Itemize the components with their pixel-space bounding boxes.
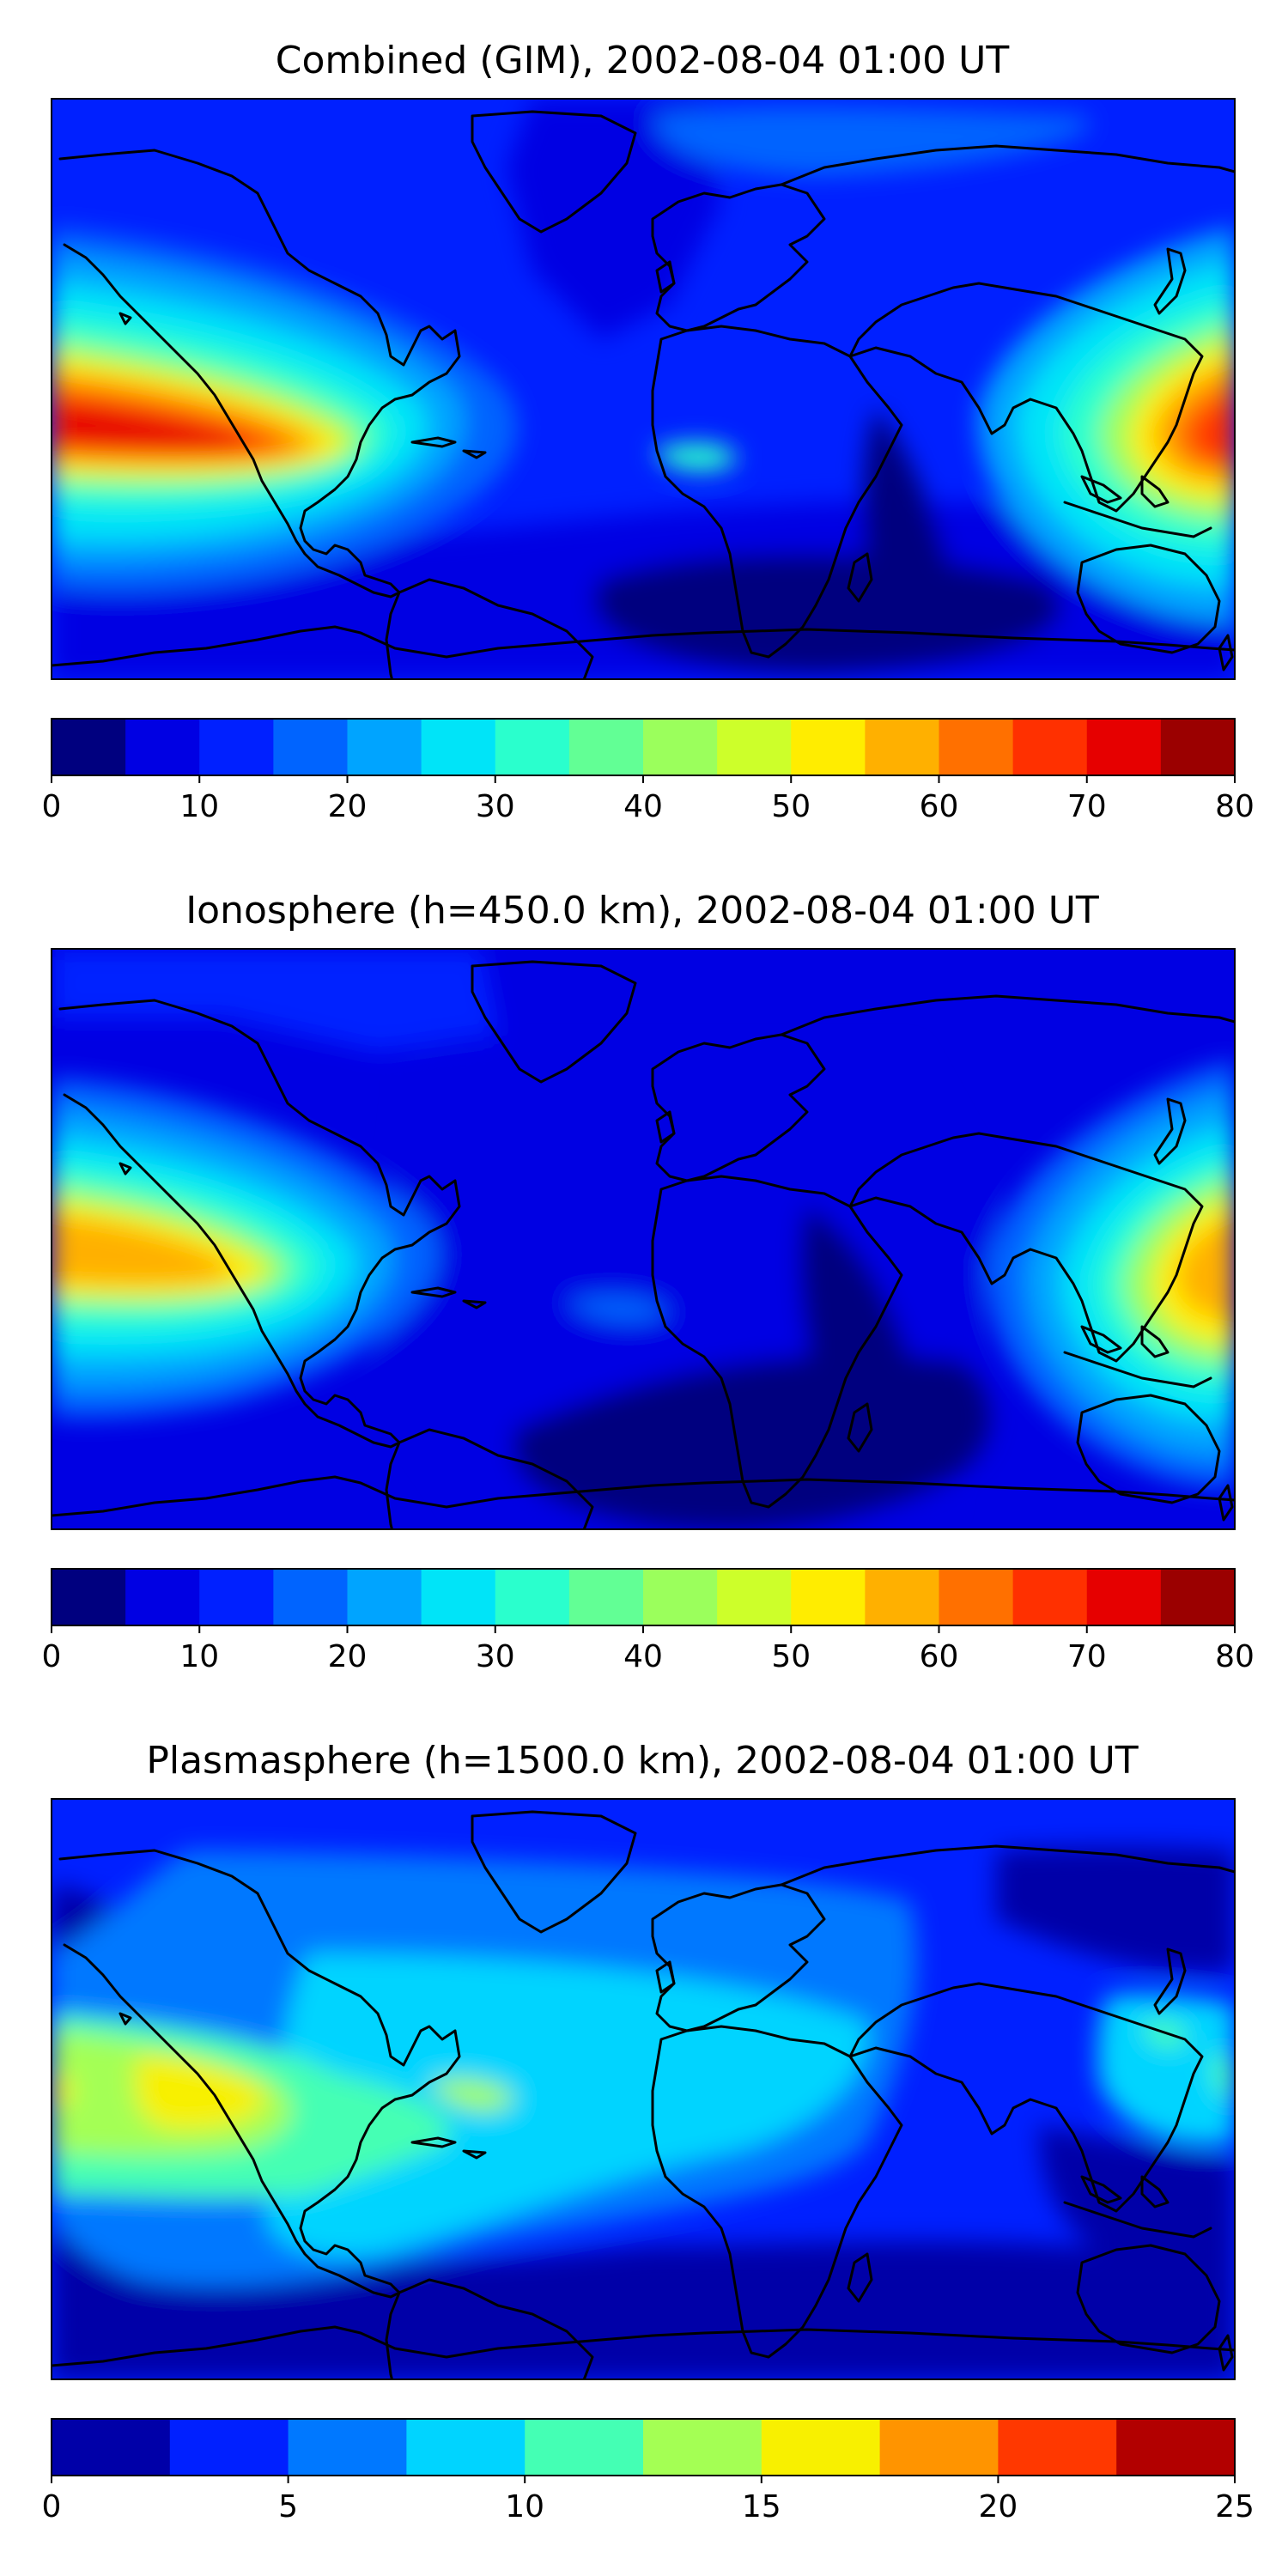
panel-title: Plasmasphere (h=1500.0 km), 2002-08-04 0…	[146, 1739, 1138, 1783]
colorbar-cell	[1160, 719, 1236, 775]
colorbar-cell	[347, 719, 422, 775]
colorbar-tick-label: 20	[328, 789, 368, 824]
colorbar-tick-label: 40	[623, 789, 663, 824]
colorbar-frame	[51, 2418, 1236, 2476]
colorbar-tick-label: 40	[623, 1639, 663, 1674]
colorbar-cell	[199, 719, 274, 775]
panel-title: Ionosphere (h=450.0 km), 2002-08-04 01:0…	[185, 889, 1099, 933]
colorbar-cell	[998, 2419, 1117, 2476]
contour-field	[52, 1799, 1235, 2379]
panel-ionosphere: Ionosphere (h=450.0 km), 2002-08-04 01:0…	[42, 889, 1255, 1674]
colorbar-cells	[52, 2419, 1236, 2476]
contour-field	[52, 949, 1235, 1529]
colorbar-cell	[1012, 719, 1088, 775]
colorbar-tick-label: 30	[476, 1639, 515, 1674]
colorbar-cell	[421, 1569, 496, 1625]
colorbar-cell	[199, 1569, 274, 1625]
colorbar-tick-label: 20	[328, 1639, 368, 1674]
map-frame	[51, 1798, 1236, 2380]
colorbar-cell	[1160, 1569, 1236, 1625]
colorbar: 0 10 20 30 40 50 60 70 80	[42, 1568, 1255, 1674]
colorbar-tick-label: 10	[179, 789, 219, 824]
colorbar-cell	[1086, 1569, 1162, 1625]
colorbar-ticks: 0 10 20 30 40 50 60 70 80	[42, 775, 1255, 824]
colorbar-cell	[865, 719, 940, 775]
colorbar-cell	[791, 719, 866, 775]
tec-map	[51, 98, 1236, 680]
colorbar-cell	[52, 2419, 171, 2476]
colorbar-cell	[288, 2419, 407, 2476]
colorbar-tick-label: 70	[1067, 1639, 1107, 1674]
colorbar-tick-label: 25	[1215, 2489, 1255, 2524]
colorbar-cell	[273, 719, 349, 775]
colorbar-cell	[939, 719, 1014, 775]
colorbar-cell	[717, 719, 792, 775]
colorbar-tick-label: 80	[1215, 1639, 1255, 1674]
colorbar-cell	[568, 719, 644, 775]
colorbar-tick-label: 60	[920, 1639, 959, 1674]
colorbar-tick-label: 15	[742, 2489, 781, 2524]
colorbar-tick-label: 80	[1215, 789, 1255, 824]
colorbar-cell	[406, 2419, 526, 2476]
colorbar-cell	[495, 1569, 570, 1625]
colorbar-cell	[273, 1569, 349, 1625]
colorbar-tick-label: 50	[771, 1639, 811, 1674]
tec-map	[51, 1798, 1236, 2380]
colorbar-tick-label: 50	[771, 789, 811, 824]
colorbar-tick-label: 5	[278, 2489, 298, 2524]
colorbar-cell	[169, 2419, 289, 2476]
colorbar-cell	[643, 2419, 762, 2476]
colorbar-cell	[568, 1569, 644, 1625]
colorbar-cell	[761, 2419, 881, 2476]
colorbar-cell	[125, 1569, 200, 1625]
colorbar-cells	[52, 1569, 1236, 1625]
colorbar-cell	[421, 719, 496, 775]
colorbar-cell	[125, 719, 200, 775]
colorbar-tick-label: 20	[978, 2489, 1018, 2524]
colorbar-cell	[525, 2419, 644, 2476]
colorbar-tick-label: 10	[505, 2489, 544, 2524]
colorbar: 0 10 20 30 40 50 60 70 80	[42, 718, 1255, 824]
map-frame	[51, 98, 1236, 680]
colorbar-cell	[52, 719, 126, 775]
colorbar-cell	[939, 1569, 1014, 1625]
colorbar-tick-label: 0	[42, 2489, 62, 2524]
panel-plasmasphere: Plasmasphere (h=1500.0 km), 2002-08-04 0…	[42, 1739, 1255, 2524]
colorbar-ticks: 0 10 20 30 40 50 60 70 80	[42, 1625, 1255, 1674]
contour-field	[52, 99, 1235, 679]
colorbar-cell	[643, 719, 718, 775]
map-frame	[51, 948, 1236, 1530]
panel-title: Combined (GIM), 2002-08-04 01:00 UT	[276, 39, 1010, 82]
tec-map	[51, 948, 1236, 1530]
colorbar-cell	[495, 719, 570, 775]
colorbar-cell	[1116, 2419, 1236, 2476]
colorbar-cells	[52, 719, 1236, 775]
colorbar-cell	[717, 1569, 792, 1625]
colorbar-tick-label: 30	[476, 789, 515, 824]
colorbar-cell	[879, 2419, 999, 2476]
colorbar-cell	[865, 1569, 940, 1625]
colorbar-cell	[643, 1569, 718, 1625]
colorbar-tick-label: 0	[42, 1639, 62, 1674]
colorbar-cell	[791, 1569, 866, 1625]
colorbar-ticks: 0 5 10 15 20 25	[42, 2476, 1255, 2524]
colorbar-cell	[1086, 719, 1162, 775]
colorbar-tick-label: 0	[42, 789, 62, 824]
colorbar: 0 5 10 15 20 25	[42, 2418, 1255, 2524]
colorbar-tick-label: 70	[1067, 789, 1107, 824]
colorbar-tick-label: 60	[920, 789, 959, 824]
colorbar-tick-label: 10	[179, 1639, 219, 1674]
colorbar-cell	[347, 1569, 422, 1625]
panel-combined-gim: Combined (GIM), 2002-08-04 01:00 UT	[42, 39, 1255, 824]
colorbar-cell	[1012, 1569, 1088, 1625]
colorbar-cell	[52, 1569, 126, 1625]
